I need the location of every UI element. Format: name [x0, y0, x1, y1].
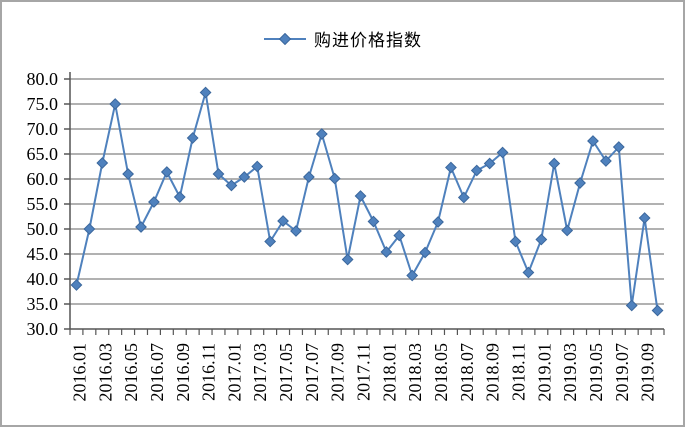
data-point [380, 246, 393, 258]
data-point [173, 191, 186, 203]
x-tick-label: 2016.05 [121, 343, 141, 402]
x-tick-label: 2018.03 [405, 343, 425, 402]
data-point [83, 223, 96, 235]
data-point [509, 235, 522, 248]
data-point [96, 157, 109, 169]
x-tick-label: 2016.11 [199, 343, 219, 401]
x-tick-label: 2016.01 [69, 343, 89, 402]
x-tick-label: 2018.05 [431, 343, 451, 402]
data-point [328, 172, 341, 185]
series-marker-icon [264, 32, 306, 45]
data-point [122, 168, 135, 180]
data-point [367, 215, 380, 228]
data-point [496, 146, 509, 159]
x-tick-label: 2017.03 [250, 343, 270, 402]
data-point [238, 171, 251, 183]
data-point [251, 160, 264, 173]
data-point [341, 253, 354, 266]
x-tick-label: 2018.09 [483, 343, 503, 402]
y-tick-label: 40.0 [27, 269, 59, 289]
x-tick-label: 2018.11 [509, 343, 529, 401]
data-point [264, 235, 277, 248]
y-tick-label: 45.0 [27, 244, 59, 264]
x-tick-label: 2019.05 [586, 343, 606, 402]
y-tick-label: 80.0 [27, 69, 59, 89]
series-line [75, 91, 659, 311]
y-tick-label: 30.0 [27, 319, 59, 339]
x-tick-label: 2017.01 [224, 343, 244, 402]
data-point [445, 161, 457, 174]
data-point [419, 246, 432, 259]
data-point [548, 157, 561, 170]
legend: 购进价格指数 [2, 26, 683, 51]
data-point [277, 215, 289, 227]
data-point [457, 191, 470, 204]
x-tick-label: 2019.03 [560, 343, 580, 402]
data-point [625, 299, 638, 312]
data-point [574, 177, 586, 189]
y-tick-label: 65.0 [27, 144, 59, 164]
data-point [315, 128, 328, 140]
data-point [470, 164, 483, 177]
y-tick-label: 50.0 [27, 219, 59, 239]
data-point [70, 279, 83, 291]
data-point [393, 229, 406, 242]
data-point [561, 224, 574, 237]
legend-label: 购进价格指数 [314, 31, 422, 50]
data-point [290, 225, 302, 237]
y-tick-label: 75.0 [27, 94, 59, 114]
data-point [225, 179, 238, 192]
data-point [651, 304, 664, 317]
x-tick-label: 2018.07 [457, 343, 477, 402]
data-point [535, 233, 548, 246]
data-point [199, 86, 212, 99]
x-tick-label: 2018.01 [379, 343, 399, 402]
x-tick-label: 2017.11 [354, 343, 374, 401]
data-point [109, 98, 122, 110]
data-point [148, 196, 160, 208]
data-point [483, 157, 496, 170]
data-point [599, 155, 612, 167]
y-tick-label: 60.0 [27, 169, 59, 189]
x-tick-label: 2017.09 [328, 343, 348, 402]
x-tick-label: 2017.05 [276, 343, 296, 402]
x-tick-label: 2019.09 [638, 343, 658, 402]
x-tick-label: 2016.07 [147, 343, 167, 402]
data-point [587, 135, 599, 147]
x-tick-label: 2019.07 [612, 343, 632, 402]
data-point [638, 212, 651, 224]
data-point [612, 141, 625, 153]
data-point [522, 266, 535, 279]
data-point [432, 216, 444, 228]
data-point [186, 132, 199, 144]
data-point [302, 171, 315, 183]
data-point [135, 221, 147, 233]
y-tick-label: 35.0 [27, 294, 59, 314]
x-tick-label: 2019.01 [534, 343, 554, 402]
data-point [406, 269, 419, 282]
x-tick-label: 2016.03 [95, 343, 115, 402]
x-tick-label: 2016.09 [173, 343, 193, 402]
data-point [160, 166, 173, 178]
y-tick-label: 55.0 [27, 194, 59, 214]
x-tick-label: 2017.07 [302, 343, 322, 402]
data-point [212, 168, 225, 180]
y-tick-label: 70.0 [27, 119, 59, 139]
data-point [354, 190, 367, 202]
